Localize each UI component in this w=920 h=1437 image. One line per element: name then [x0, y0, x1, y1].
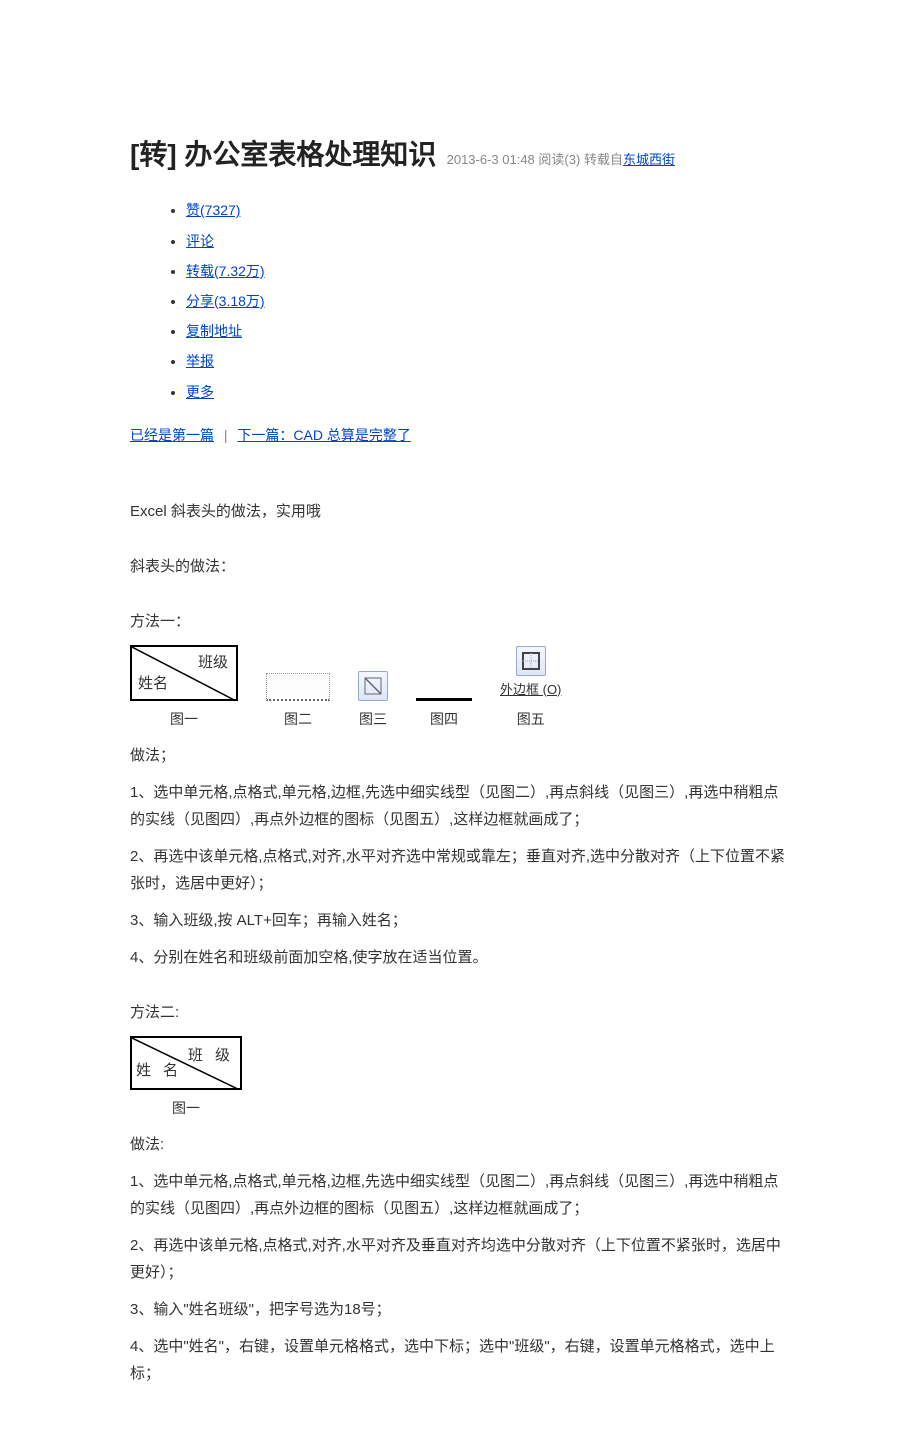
action-comment: 评论	[186, 229, 790, 254]
method2-do: 做法:	[130, 1131, 790, 1158]
nav-row: 已经是第一篇 | 下一篇：CAD 总算是完整了	[130, 423, 790, 448]
figure-2: 图二	[266, 673, 330, 732]
method2-step4: 4、选中"姓名"，右键，设置单元格格式，选中下标；选中"班级"，右键，设置单元格…	[130, 1333, 790, 1387]
share-link[interactable]: 分享(3.18万)	[186, 293, 265, 309]
figure-5-label: 图五	[517, 707, 545, 732]
action-like: 赞(7327)	[186, 198, 790, 223]
figure-4-label: 图四	[430, 707, 458, 732]
method1-do: 做法；	[130, 742, 790, 769]
action-report: 举报	[186, 349, 790, 374]
method2-step3: 3、输入"姓名班级"，把字号选为18号；	[130, 1296, 790, 1323]
figure-1: 班级 姓名 图一	[130, 645, 238, 732]
intro-line: Excel 斜表头的做法，实用哦	[130, 498, 790, 525]
nav-separator: |	[224, 427, 228, 443]
post-meta: 2013-6-3 01:48 阅读(3) 转载自东城西街	[447, 152, 675, 167]
outer-border-group: 外边框 (O)	[500, 646, 561, 701]
cell-top-text-2: 班 级	[188, 1042, 234, 1069]
thick-line-style-icon	[416, 698, 472, 701]
like-link[interactable]: 赞(7327)	[186, 202, 240, 218]
copy-link[interactable]: 复制地址	[186, 323, 242, 339]
outer-border-button-icon	[516, 646, 546, 676]
action-copy: 复制地址	[186, 319, 790, 344]
diag-cell-1: 班级 姓名	[130, 645, 238, 701]
thin-line-style-icon	[266, 673, 330, 701]
method1-step2: 2、再选中该单元格,点格式,对齐,水平对齐选中常规或靠左；垂直对齐,选中分散对齐…	[130, 843, 790, 897]
repost-prefix: 转载自	[584, 152, 623, 167]
method2-step1: 1、选中单元格,点格式,单元格,边框,先选中细实线型（见图二）,再点斜线（见图三…	[130, 1168, 790, 1222]
method1-step3: 3、输入班级,按 ALT+回车；再输入姓名；	[130, 907, 790, 934]
action-list: 赞(7327) 评论 转载(7.32万) 分享(3.18万) 复制地址 举报 更…	[186, 198, 790, 404]
post-reads: 阅读(3)	[538, 152, 580, 167]
action-share: 分享(3.18万)	[186, 289, 790, 314]
title-row: [转] 办公室表格处理知识 2013-6-3 01:48 阅读(3) 转载自东城…	[130, 130, 790, 180]
repost-source-link[interactable]: 东城西街	[623, 152, 675, 167]
diag-cell-2: 班 级 姓 名	[130, 1036, 242, 1090]
figure-5: 外边框 (O) 图五	[500, 646, 561, 733]
method1-head: 方法一：	[130, 608, 790, 635]
next-post-link[interactable]: 下一篇：CAD 总算是完整了	[237, 427, 410, 443]
comment-link[interactable]: 评论	[186, 233, 214, 249]
method1-step4: 4、分别在姓名和班级前面加空格,使字放在适当位置。	[130, 944, 790, 971]
figure-1b: 班 级 姓 名 图一	[130, 1036, 242, 1121]
subhead: 斜表头的做法：	[130, 553, 790, 580]
cell-bottom-text: 姓名	[138, 670, 168, 697]
figure-row-2: 班 级 姓 名 图一	[130, 1036, 790, 1121]
method1-step1: 1、选中单元格,点格式,单元格,边框,先选中细实线型（见图二）,再点斜线（见图三…	[130, 779, 790, 833]
figure-2-label: 图二	[284, 707, 312, 732]
diagonal-border-button-icon	[358, 671, 388, 701]
title-main: 办公室表格处理知识	[177, 139, 437, 170]
figure-row-1: 班级 姓名 图一 图二 图三 图四	[130, 645, 790, 732]
figure-3-label: 图三	[359, 707, 387, 732]
title-prefix: [转]	[130, 139, 177, 170]
figure-1b-label: 图一	[172, 1096, 200, 1121]
prev-post-link[interactable]: 已经是第一篇	[130, 427, 214, 443]
figure-3: 图三	[358, 671, 388, 732]
method2-head: 方法二:	[130, 999, 790, 1026]
post-date: 2013-6-3 01:48	[447, 152, 535, 167]
report-link[interactable]: 举报	[186, 353, 214, 369]
method2-step2: 2、再选中该单元格,点格式,对齐,水平对齐及垂直对齐均选中分散对齐（上下位置不紧…	[130, 1232, 790, 1286]
cell-bottom-text-2: 姓 名	[136, 1057, 182, 1084]
figure-4: 图四	[416, 698, 472, 732]
action-more: 更多	[186, 380, 790, 405]
figure-5-text: 外边框 (O)	[500, 678, 561, 701]
figure-1-label: 图一	[170, 707, 198, 732]
more-link[interactable]: 更多	[186, 384, 214, 400]
cell-top-text: 班级	[198, 649, 228, 676]
action-repost: 转载(7.32万)	[186, 259, 790, 284]
article-body: Excel 斜表头的做法，实用哦 斜表头的做法： 方法一： 班级 姓名 图一 图…	[130, 498, 790, 1387]
repost-link[interactable]: 转载(7.32万)	[186, 263, 265, 279]
